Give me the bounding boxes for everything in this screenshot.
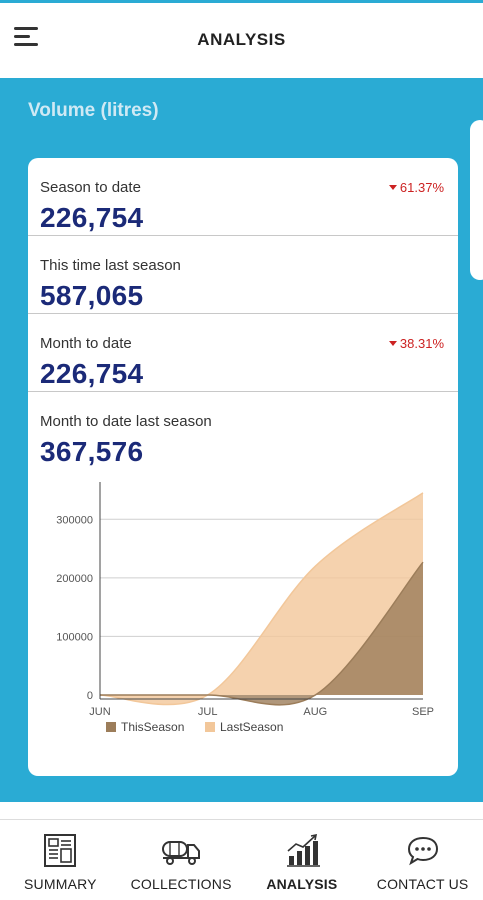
nav-summary[interactable]: SUMMARY: [0, 820, 121, 900]
nav-divider: [0, 819, 483, 820]
series-line-lastseason: [99, 492, 424, 706]
bar-chart-icon: [286, 834, 320, 867]
nav-label: COLLECTIONS: [130, 876, 232, 892]
x-tick-label: JUN: [89, 706, 110, 718]
stat-label: Month to date: [40, 335, 132, 352]
down-arrow-icon: [388, 341, 397, 346]
legend-label: LastSeason: [220, 720, 283, 734]
stat-value: 226,754: [40, 202, 144, 233]
volume-area-chart: 0 100000 200000 300000 JUN JUL AUG SEP ThisSeaso…: [56, 482, 434, 734]
nav-label: SUMMARY: [24, 876, 97, 892]
side-card-peek[interactable]: [470, 120, 483, 280]
y-tick-label: 100000: [56, 631, 93, 643]
down-arrow-icon: [388, 185, 397, 190]
legend-swatch: [205, 722, 215, 732]
nav-label: CONTACT US: [376, 876, 469, 892]
stat-month-to-date: Month to date 226,754 38.31%: [28, 314, 458, 392]
volume-card: Season to date 226,754 61.37% This time …: [28, 158, 458, 776]
stat-label: Season to date: [40, 179, 141, 196]
page-title: ANALYSIS: [197, 30, 286, 49]
x-tick-label: AUG: [303, 706, 327, 718]
nav-contact-us[interactable]: CONTACT US: [362, 820, 483, 900]
tanker-truck-icon: [162, 841, 201, 865]
stat-this-time-last-season: This time last season 587,065: [28, 236, 458, 314]
nav-label: ANALYSIS: [266, 876, 338, 892]
bottom-nav: SUMMARY COLLECTIONS ANALYSIS: [0, 820, 483, 900]
stat-label: Month to date last season: [40, 413, 212, 430]
nav-analysis[interactable]: ANALYSIS: [242, 820, 363, 900]
stat-value: 226,754: [40, 358, 144, 389]
stat-month-to-date-last-season: Month to date last season 367,576: [28, 392, 458, 470]
series-line-thisseason: [100, 561, 424, 706]
summary-icon: [44, 834, 77, 867]
x-tick-label: SEP: [412, 706, 434, 718]
y-tick-label: 300000: [56, 514, 93, 526]
nav-collections[interactable]: COLLECTIONS: [121, 820, 242, 900]
stat-change: 38.31%: [388, 336, 444, 351]
stat-season-to-date: Season to date 226,754 61.37%: [28, 158, 458, 236]
stat-value: 587,065: [40, 280, 144, 311]
y-tick-label: 200000: [56, 573, 93, 585]
stat-change: 61.37%: [388, 180, 444, 195]
volume-panel: Volume (litres) Season to date 226,754 6…: [0, 78, 483, 802]
x-tick-label: JUL: [198, 706, 218, 718]
stat-label: This time last season: [40, 257, 181, 274]
app-bar: ANALYSIS: [0, 3, 483, 78]
series-area-thisseason: [100, 562, 423, 705]
chat-bubble-icon: [407, 836, 438, 866]
stat-value: 367,576: [40, 436, 144, 467]
series-area-lastseason: [100, 492, 423, 705]
y-tick-label: 0: [87, 690, 93, 702]
legend-swatch: [106, 722, 116, 732]
top-accent-line: [0, 0, 483, 3]
panel-title: Volume (litres): [28, 100, 159, 121]
legend-label: ThisSeason: [121, 720, 184, 734]
menu-icon[interactable]: [14, 25, 42, 51]
